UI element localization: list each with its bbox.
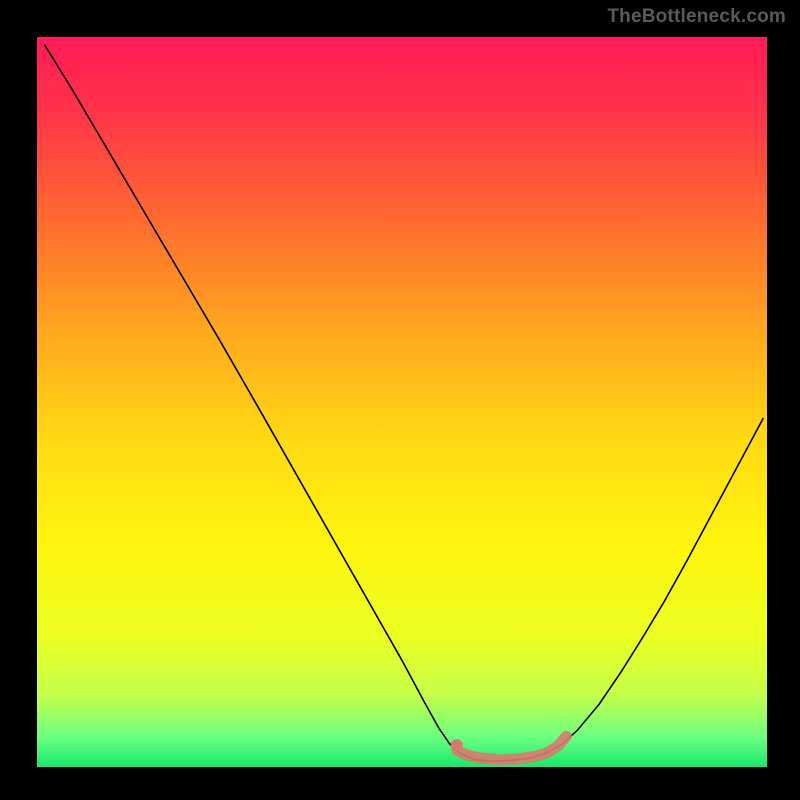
main-curve bbox=[44, 44, 763, 761]
chart-container: TheBottleneck.com bbox=[0, 0, 800, 800]
watermark-text: TheBottleneck.com bbox=[607, 6, 786, 28]
curve-layer bbox=[37, 37, 767, 767]
highlight-band bbox=[457, 736, 567, 759]
plot-area bbox=[37, 37, 767, 767]
highlight-start-marker bbox=[451, 739, 463, 751]
